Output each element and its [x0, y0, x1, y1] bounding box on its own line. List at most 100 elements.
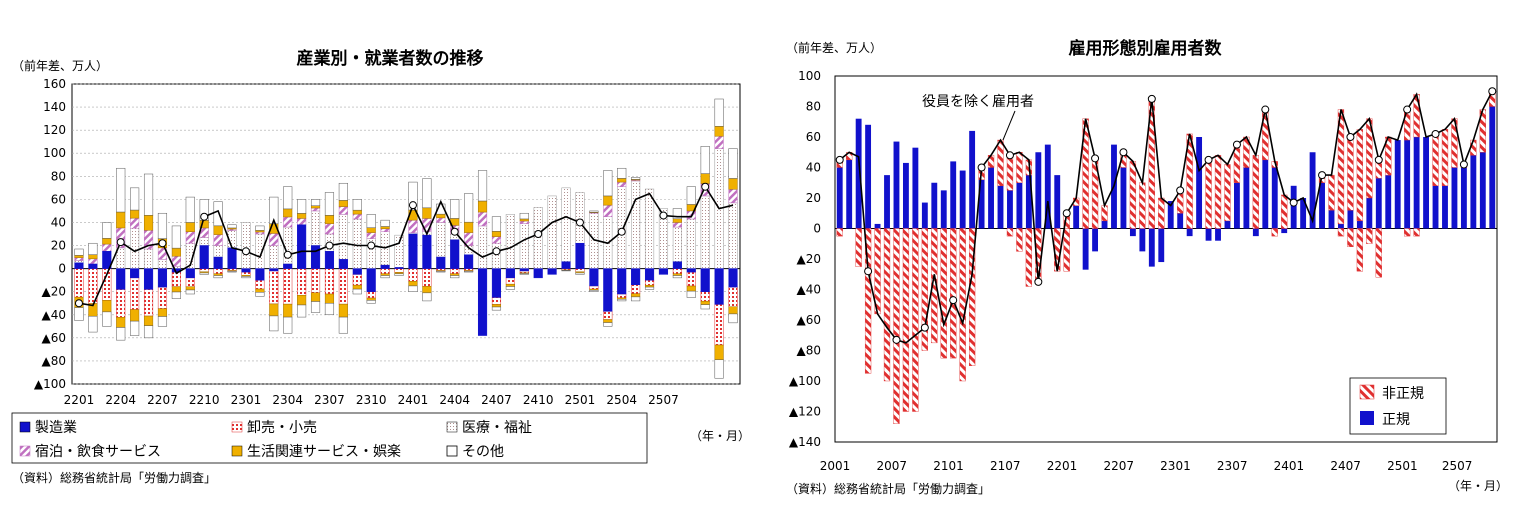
- right-chart-title: 雇用形態別雇用者数: [1069, 38, 1223, 59]
- bar-medical: [394, 234, 404, 268]
- right-plot-area: [834, 75, 1498, 443]
- bar-hotel: [297, 218, 307, 226]
- left-y-tick-label: 40: [51, 215, 66, 229]
- bar-other: [644, 286, 655, 290]
- bar-regular: [1300, 198, 1307, 229]
- right-x-unit: （年・月）: [1448, 479, 1508, 493]
- bar-living: [310, 205, 321, 209]
- bar-wholesale: [422, 268, 432, 287]
- bar-wholesale: [269, 270, 279, 305]
- left-total-point: [74, 299, 83, 308]
- left-y-ticks: 160 140 120 100 80 60 40 20 0 ▲20 ▲40 ▲60 ▲80 ▲100: [34, 77, 66, 391]
- bar-wholesale: [380, 268, 390, 274]
- bar-regular: [1120, 167, 1127, 229]
- bar-wholesale: [324, 268, 335, 295]
- left-total-point: [450, 227, 459, 236]
- bar-manufacturing: [88, 263, 98, 269]
- left-x-tick-label: 2507: [648, 393, 679, 407]
- bar-manufacturing: [394, 267, 404, 269]
- bar-regular: [1167, 201, 1174, 229]
- bar-regular: [902, 162, 909, 229]
- bar-wholesale: [227, 268, 237, 271]
- bar-other: [338, 316, 348, 334]
- right-total-point: [1147, 94, 1156, 103]
- bar-hotel: [310, 207, 321, 212]
- bar-regular: [1148, 228, 1155, 267]
- right-total-point: [1318, 171, 1327, 180]
- bar-nonregular: [1375, 228, 1382, 278]
- bar-other: [157, 316, 168, 327]
- bar-manufacturing: [700, 268, 710, 292]
- bar-other: [366, 214, 376, 228]
- legend-swatch-nonregular: [1359, 384, 1375, 400]
- bar-wholesale: [297, 268, 307, 296]
- right-total-point: [1034, 277, 1043, 286]
- bar-nonregular: [883, 228, 891, 382]
- right-total-point: [864, 267, 873, 276]
- bar-other: [394, 273, 404, 276]
- bar-manufacturing: [533, 268, 543, 279]
- bar-wholesale: [283, 268, 293, 305]
- bar-living: [213, 225, 223, 235]
- bar-nonregular: [1271, 228, 1278, 237]
- bar-hotel: [324, 223, 335, 235]
- left-x-tick-label: 2310: [356, 393, 387, 407]
- bar-other: [450, 199, 460, 219]
- bar-manufacturing: [157, 268, 168, 288]
- bar-living: [255, 288, 265, 293]
- bar-other: [603, 170, 613, 197]
- bar-medical: [728, 202, 738, 269]
- bar-regular: [1073, 205, 1080, 229]
- right-total-point: [892, 335, 901, 344]
- left-total-point: [116, 238, 125, 247]
- bar-wholesale: [116, 289, 126, 318]
- bar-other: [422, 292, 432, 302]
- bar-regular: [940, 190, 947, 229]
- bar-wholesale: [157, 286, 168, 309]
- bar-living: [143, 215, 154, 231]
- bar-nonregular: [1054, 228, 1061, 272]
- bar-living: [505, 283, 515, 287]
- legend-swatch-manufacturing: [19, 421, 31, 433]
- bar-regular: [1101, 220, 1108, 229]
- bar-manufacturing: [185, 268, 195, 279]
- bar-other: [213, 275, 223, 279]
- left-total-point: [158, 239, 167, 248]
- bar-living: [700, 300, 710, 305]
- bar-nonregular: [893, 228, 900, 424]
- legend-nonregular: 非正規: [1382, 386, 1424, 402]
- bar-manufacturing: [631, 268, 641, 286]
- bar-manufacturing: [102, 251, 112, 269]
- right-total-point: [1091, 154, 1100, 163]
- bar-other: [617, 167, 627, 179]
- bar-manufacturing: [338, 259, 348, 269]
- bar-hotel: [477, 211, 488, 227]
- bar-regular: [969, 130, 976, 229]
- bar-wholesale: [575, 268, 585, 273]
- bar-wholesale: [171, 271, 181, 287]
- bar-other: [157, 212, 168, 239]
- bar-living: [464, 221, 474, 233]
- bar-nonregular: [1139, 182, 1146, 229]
- right-total-point: [1346, 133, 1355, 141]
- bar-manufacturing: [283, 263, 293, 269]
- bar-regular: [893, 141, 900, 229]
- left-x-tick-label: 2404: [439, 393, 470, 407]
- bar-manufacturing: [297, 224, 307, 269]
- bar-living: [157, 308, 168, 317]
- bar-living: [130, 209, 140, 219]
- bar-regular: [1243, 167, 1250, 229]
- right-y-tick-label: ▲60: [797, 313, 822, 327]
- bar-living: [672, 218, 682, 223]
- bar-manufacturing: [477, 268, 488, 336]
- bar-manufacturing: [436, 256, 446, 269]
- left-y-tick-label: 20: [51, 239, 66, 253]
- bar-regular: [1186, 228, 1193, 237]
- left-total-point: [534, 230, 543, 238]
- bar-medical: [575, 192, 585, 244]
- bar-other: [491, 216, 502, 232]
- bar-living: [728, 306, 738, 315]
- bar-wholesale: [631, 284, 641, 294]
- bar-living: [102, 238, 112, 245]
- right-total-polyline: [839, 90, 1494, 344]
